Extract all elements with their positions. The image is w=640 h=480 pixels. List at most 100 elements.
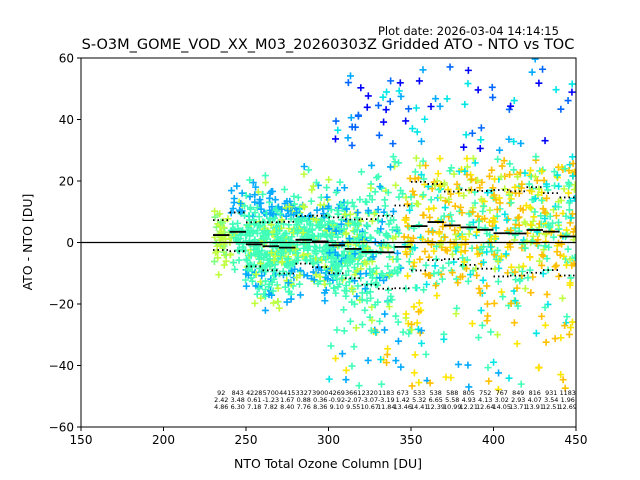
scatter-point bbox=[484, 364, 492, 372]
scatter-point bbox=[539, 252, 547, 260]
scatter-point bbox=[257, 199, 265, 207]
scatter-point bbox=[306, 221, 314, 229]
scatter-point bbox=[480, 202, 488, 210]
bin-mean-label: 3.54 bbox=[544, 396, 558, 404]
scatter-point bbox=[527, 289, 535, 297]
scatter-point bbox=[483, 230, 491, 238]
scatter-point bbox=[468, 320, 476, 328]
scatter-point bbox=[494, 278, 502, 286]
bin-std-label: 14.05 bbox=[493, 403, 511, 411]
scatter-point bbox=[389, 207, 397, 215]
scatter-point bbox=[476, 184, 484, 192]
scatter-point bbox=[255, 221, 263, 229]
scatter-point bbox=[280, 231, 288, 239]
scatter-point bbox=[309, 182, 317, 190]
scatter-point bbox=[294, 226, 302, 234]
scatter-point bbox=[374, 172, 382, 180]
scatter-point bbox=[366, 265, 374, 273]
scatter-point bbox=[497, 173, 505, 181]
scatter-point bbox=[496, 146, 504, 154]
scatter-point bbox=[541, 209, 549, 217]
scatter-point bbox=[317, 217, 325, 225]
scatter-point bbox=[385, 269, 393, 277]
scatter-point bbox=[417, 137, 425, 145]
bin-mean-label: 2.93 bbox=[511, 396, 525, 404]
scatter-point bbox=[422, 261, 430, 269]
scatter-point bbox=[484, 189, 492, 197]
std-lines bbox=[213, 180, 576, 290]
scatter-point bbox=[495, 194, 503, 202]
scatter-point bbox=[495, 369, 503, 377]
scatter-point bbox=[489, 184, 497, 192]
bin-count-label: 2320 bbox=[362, 389, 378, 397]
scatter-point bbox=[332, 256, 340, 264]
scatter-point bbox=[538, 312, 546, 320]
bin-count-label: 931 bbox=[545, 389, 557, 397]
scatter-point bbox=[361, 285, 369, 293]
scatter-point bbox=[469, 154, 477, 162]
scatter-point bbox=[467, 186, 475, 194]
scatter-point bbox=[475, 217, 483, 225]
scatter-point bbox=[565, 167, 573, 175]
scatter-point bbox=[242, 282, 250, 290]
bin-std-label: 9.10 bbox=[330, 403, 344, 411]
scatter-point bbox=[506, 160, 514, 168]
scatter-point bbox=[538, 251, 546, 259]
scatter-point bbox=[542, 180, 550, 188]
scatter-point bbox=[436, 102, 444, 110]
scatter-point bbox=[256, 223, 264, 231]
scatter-point bbox=[309, 259, 317, 267]
scatter-point bbox=[427, 196, 435, 204]
scatter-point bbox=[531, 173, 539, 181]
scatter-point bbox=[560, 185, 568, 193]
scatter-point bbox=[545, 243, 553, 251]
scatter-point bbox=[251, 191, 259, 199]
scatter-point bbox=[290, 192, 298, 200]
scatter-point bbox=[403, 250, 411, 258]
scatter-point bbox=[340, 306, 348, 314]
scatter-point bbox=[524, 274, 532, 282]
scatter-point bbox=[213, 242, 221, 250]
scatter-point bbox=[430, 204, 438, 212]
scatter-point bbox=[317, 223, 325, 231]
scatter-point bbox=[538, 196, 546, 204]
scatter-point bbox=[540, 246, 548, 254]
scatter-point bbox=[416, 255, 424, 263]
scatter-point bbox=[273, 281, 281, 289]
scatter-point bbox=[401, 216, 409, 224]
y-tick-label: 20 bbox=[59, 175, 74, 189]
scatter-point bbox=[300, 244, 308, 252]
scatter-point bbox=[425, 271, 433, 279]
scatter-point bbox=[358, 296, 366, 304]
scatter-point bbox=[541, 321, 549, 329]
scatter-point bbox=[362, 260, 370, 268]
scatter-point bbox=[362, 269, 370, 277]
scatter-point bbox=[299, 202, 307, 210]
scatter-point bbox=[246, 176, 254, 184]
scatter-point bbox=[387, 77, 395, 85]
bin-mean-label: -2.07 bbox=[345, 396, 362, 404]
scatter-point bbox=[433, 292, 441, 300]
scatter-point bbox=[303, 217, 311, 225]
bin-count-label: 3661 bbox=[345, 389, 361, 397]
scatter-point bbox=[555, 182, 563, 190]
scatter-point bbox=[474, 212, 482, 220]
scatter-point bbox=[379, 93, 387, 101]
scatter-point bbox=[302, 232, 310, 240]
bin-std-label: 7.76 bbox=[297, 403, 311, 411]
scatter-point bbox=[348, 198, 356, 206]
x-tick-label: 200 bbox=[152, 433, 175, 447]
scatter-point bbox=[510, 138, 518, 146]
scatter-point bbox=[285, 288, 293, 296]
scatter-point bbox=[526, 253, 534, 261]
bin-mean-label: -3.07 bbox=[361, 396, 378, 404]
scatter-point bbox=[325, 176, 333, 184]
scatter-point bbox=[529, 232, 537, 240]
scatter-point bbox=[279, 267, 287, 275]
scatter-point bbox=[259, 234, 267, 242]
scatter-point bbox=[431, 181, 439, 189]
scatter-point bbox=[366, 192, 374, 200]
scatter-point bbox=[490, 191, 498, 199]
scatter-point bbox=[378, 380, 386, 388]
scatter-point bbox=[473, 176, 481, 184]
